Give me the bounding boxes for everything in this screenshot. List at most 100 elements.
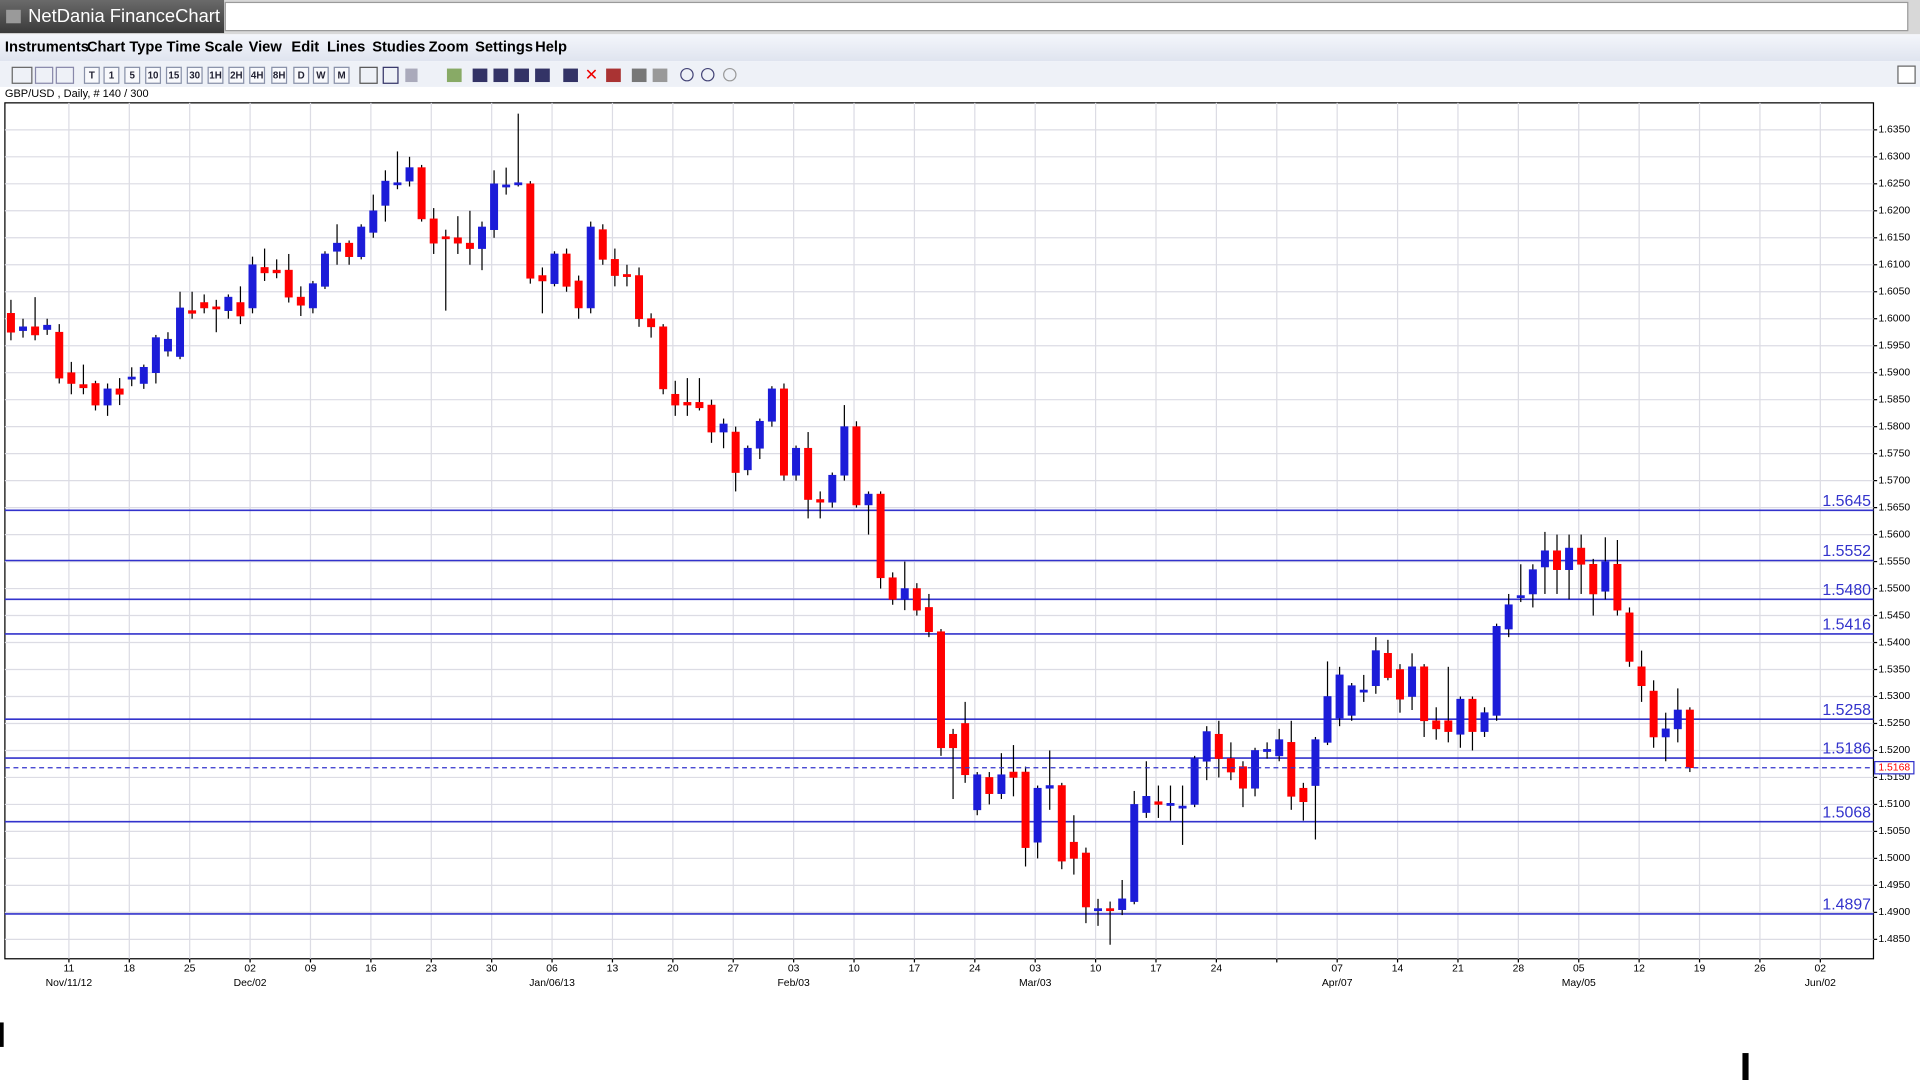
- tool-icon[interactable]: ✕: [585, 67, 598, 84]
- candle-body: [949, 733, 958, 749]
- x-tick-label: 07: [1331, 963, 1343, 974]
- tool-icon[interactable]: [535, 68, 550, 83]
- candle-body: [1323, 696, 1332, 743]
- y-tick-label: 1.5250: [1878, 718, 1910, 729]
- tool-icon[interactable]: [723, 67, 737, 82]
- tool-icon[interactable]: [606, 68, 621, 83]
- tool-icon[interactable]: [34, 66, 54, 84]
- y-tick-label: 1.5900: [1878, 367, 1910, 378]
- x-tick-label: 03: [1029, 963, 1041, 974]
- candle-body: [622, 274, 631, 277]
- tool-icon[interactable]: [514, 68, 529, 83]
- tool-icon[interactable]: [563, 68, 578, 83]
- tool-icon[interactable]: [359, 66, 378, 84]
- timescale-button[interactable]: [228, 66, 245, 84]
- timescale-button[interactable]: [186, 66, 203, 84]
- candle-body: [1057, 785, 1066, 862]
- menu-item[interactable]: Edit: [291, 40, 319, 56]
- x-period-label: Apr/07: [1322, 978, 1353, 989]
- timescale-label[interactable]: 4H: [251, 71, 264, 82]
- menu-item[interactable]: Lines: [327, 40, 365, 56]
- menu-item[interactable]: View: [249, 40, 283, 56]
- candle-body: [1685, 709, 1694, 769]
- timescale-button[interactable]: [333, 66, 350, 84]
- tool-icon[interactable]: [472, 68, 488, 83]
- candle-body: [188, 310, 197, 314]
- timescale-label[interactable]: T: [89, 71, 95, 82]
- candle-body: [1190, 758, 1199, 805]
- timescale-button[interactable]: [312, 66, 329, 84]
- candle-body: [1625, 612, 1634, 662]
- timescale-button[interactable]: [83, 66, 100, 84]
- menu-item[interactable]: Help: [535, 40, 567, 56]
- timescale-label[interactable]: 10: [148, 71, 159, 82]
- menu-item[interactable]: Instruments: [5, 40, 89, 56]
- candle-body: [1311, 739, 1320, 786]
- y-tick-label: 1.6050: [1878, 286, 1910, 297]
- candle-body: [67, 372, 76, 384]
- y-tick-label: 1.5750: [1878, 448, 1910, 459]
- tool-icon[interactable]: [652, 68, 668, 83]
- candle-body: [550, 253, 559, 284]
- candle-body: [1492, 626, 1501, 716]
- tool-icon[interactable]: [701, 67, 715, 82]
- menu-item[interactable]: Chart Type: [87, 40, 163, 56]
- symbol-info: GBP/USD , Daily, # 140 / 300: [5, 88, 149, 100]
- tool-icon[interactable]: [1897, 65, 1916, 84]
- timescale-label[interactable]: 8H: [273, 71, 286, 82]
- x-tick-label: 03: [788, 963, 800, 974]
- timescale-label[interactable]: 30: [189, 71, 200, 82]
- x-tick-label: 14: [1392, 963, 1404, 974]
- candle-body: [659, 326, 668, 390]
- timescale-label[interactable]: 5: [130, 71, 136, 82]
- y-tick-label: 1.5550: [1878, 556, 1910, 567]
- timescale-button[interactable]: [207, 66, 224, 84]
- tool-icon[interactable]: [631, 68, 647, 83]
- x-tick-label: 16: [365, 963, 377, 974]
- timescale-button[interactable]: [271, 66, 288, 84]
- candle-body: [973, 774, 982, 811]
- app-title: NetDania FinanceChart: [28, 5, 220, 26]
- menu-item[interactable]: Time Scale: [167, 40, 243, 56]
- timescale-button[interactable]: [249, 66, 266, 84]
- level-label: 1.5258: [1822, 702, 1871, 719]
- tool-icon[interactable]: [446, 68, 462, 83]
- timescale-button[interactable]: [103, 66, 120, 84]
- tool-icon[interactable]: [55, 66, 75, 84]
- candle-body: [1540, 550, 1549, 568]
- tool-icon[interactable]: [382, 66, 399, 84]
- candle-body: [43, 324, 52, 330]
- x-tick-label: 23: [425, 963, 437, 974]
- timescale-label[interactable]: D: [298, 71, 305, 82]
- tool-icon[interactable]: [405, 68, 418, 83]
- menu-item[interactable]: Zoom: [429, 40, 469, 56]
- candle-body: [176, 307, 185, 357]
- candle-body: [1383, 653, 1392, 678]
- candle-body: [321, 253, 329, 287]
- timescale-label[interactable]: 1: [109, 71, 115, 82]
- timescale-label[interactable]: 2H: [230, 71, 243, 82]
- candle-body: [1420, 666, 1429, 722]
- timescale-button[interactable]: [145, 66, 162, 84]
- x-tick-label: 18: [124, 963, 136, 974]
- timescale-button[interactable]: [124, 66, 141, 84]
- candle-body: [683, 402, 692, 406]
- y-tick-label: 1.5000: [1878, 853, 1910, 864]
- tool-icon[interactable]: [493, 68, 509, 83]
- y-tick-label: 1.5950: [1878, 340, 1910, 351]
- timescale-label[interactable]: 1H: [209, 71, 222, 82]
- timescale-button[interactable]: [165, 66, 182, 84]
- tool-icon[interactable]: [680, 67, 694, 82]
- menu-item[interactable]: Studies: [372, 40, 425, 56]
- tool-icon[interactable]: [11, 66, 33, 84]
- level-label: 1.5552: [1822, 543, 1871, 560]
- timescale-label[interactable]: W: [316, 71, 326, 82]
- y-tick-label: 1.5300: [1878, 691, 1910, 702]
- menu-item[interactable]: Settings: [475, 40, 533, 56]
- candle-body: [707, 404, 716, 433]
- timescale-label[interactable]: 15: [168, 71, 179, 82]
- timescale-label[interactable]: M: [338, 71, 346, 82]
- timescale-button[interactable]: [293, 66, 310, 84]
- candle-body: [405, 167, 414, 182]
